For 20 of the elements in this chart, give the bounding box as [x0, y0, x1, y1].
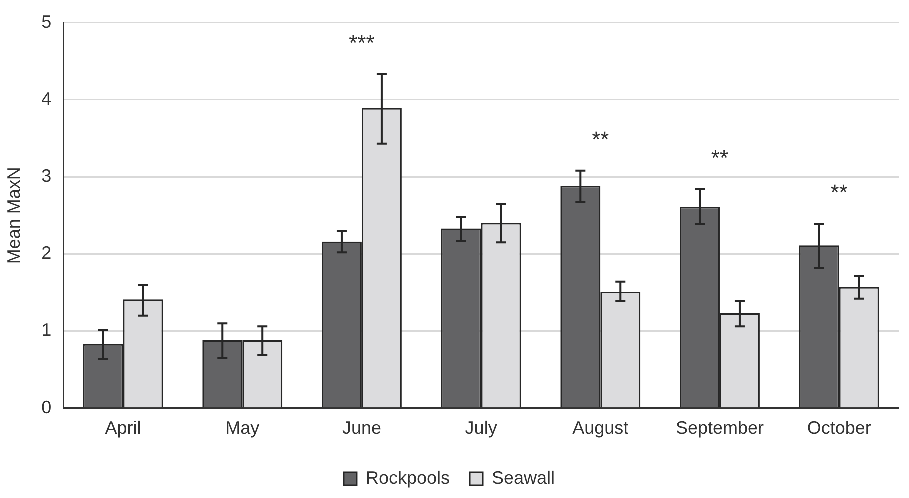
annotation: **: [592, 126, 610, 152]
y-tick-label: 1: [42, 320, 52, 340]
legend-label: Rockpools: [366, 468, 450, 488]
x-tick-label: July: [465, 418, 498, 438]
x-tick-label: May: [226, 418, 260, 438]
x-tick-label: October: [807, 418, 872, 438]
x-tick-label: August: [572, 418, 629, 438]
annotation: ***: [349, 30, 376, 56]
y-tick-label: 2: [42, 243, 52, 264]
y-axis-title: Mean MaxN: [4, 167, 24, 264]
annotation: **: [830, 180, 848, 206]
x-tick-label: June: [342, 418, 382, 438]
annotation: **: [711, 145, 729, 170]
y-tick-label: 5: [42, 12, 52, 32]
y-tick-label: 0: [42, 397, 52, 418]
y-tick-label: 3: [42, 166, 52, 186]
x-tick-label: September: [676, 418, 764, 438]
legend-label: Seawall: [492, 468, 556, 488]
x-tick-label: April: [105, 418, 142, 438]
y-tick-label: 4: [42, 88, 52, 109]
